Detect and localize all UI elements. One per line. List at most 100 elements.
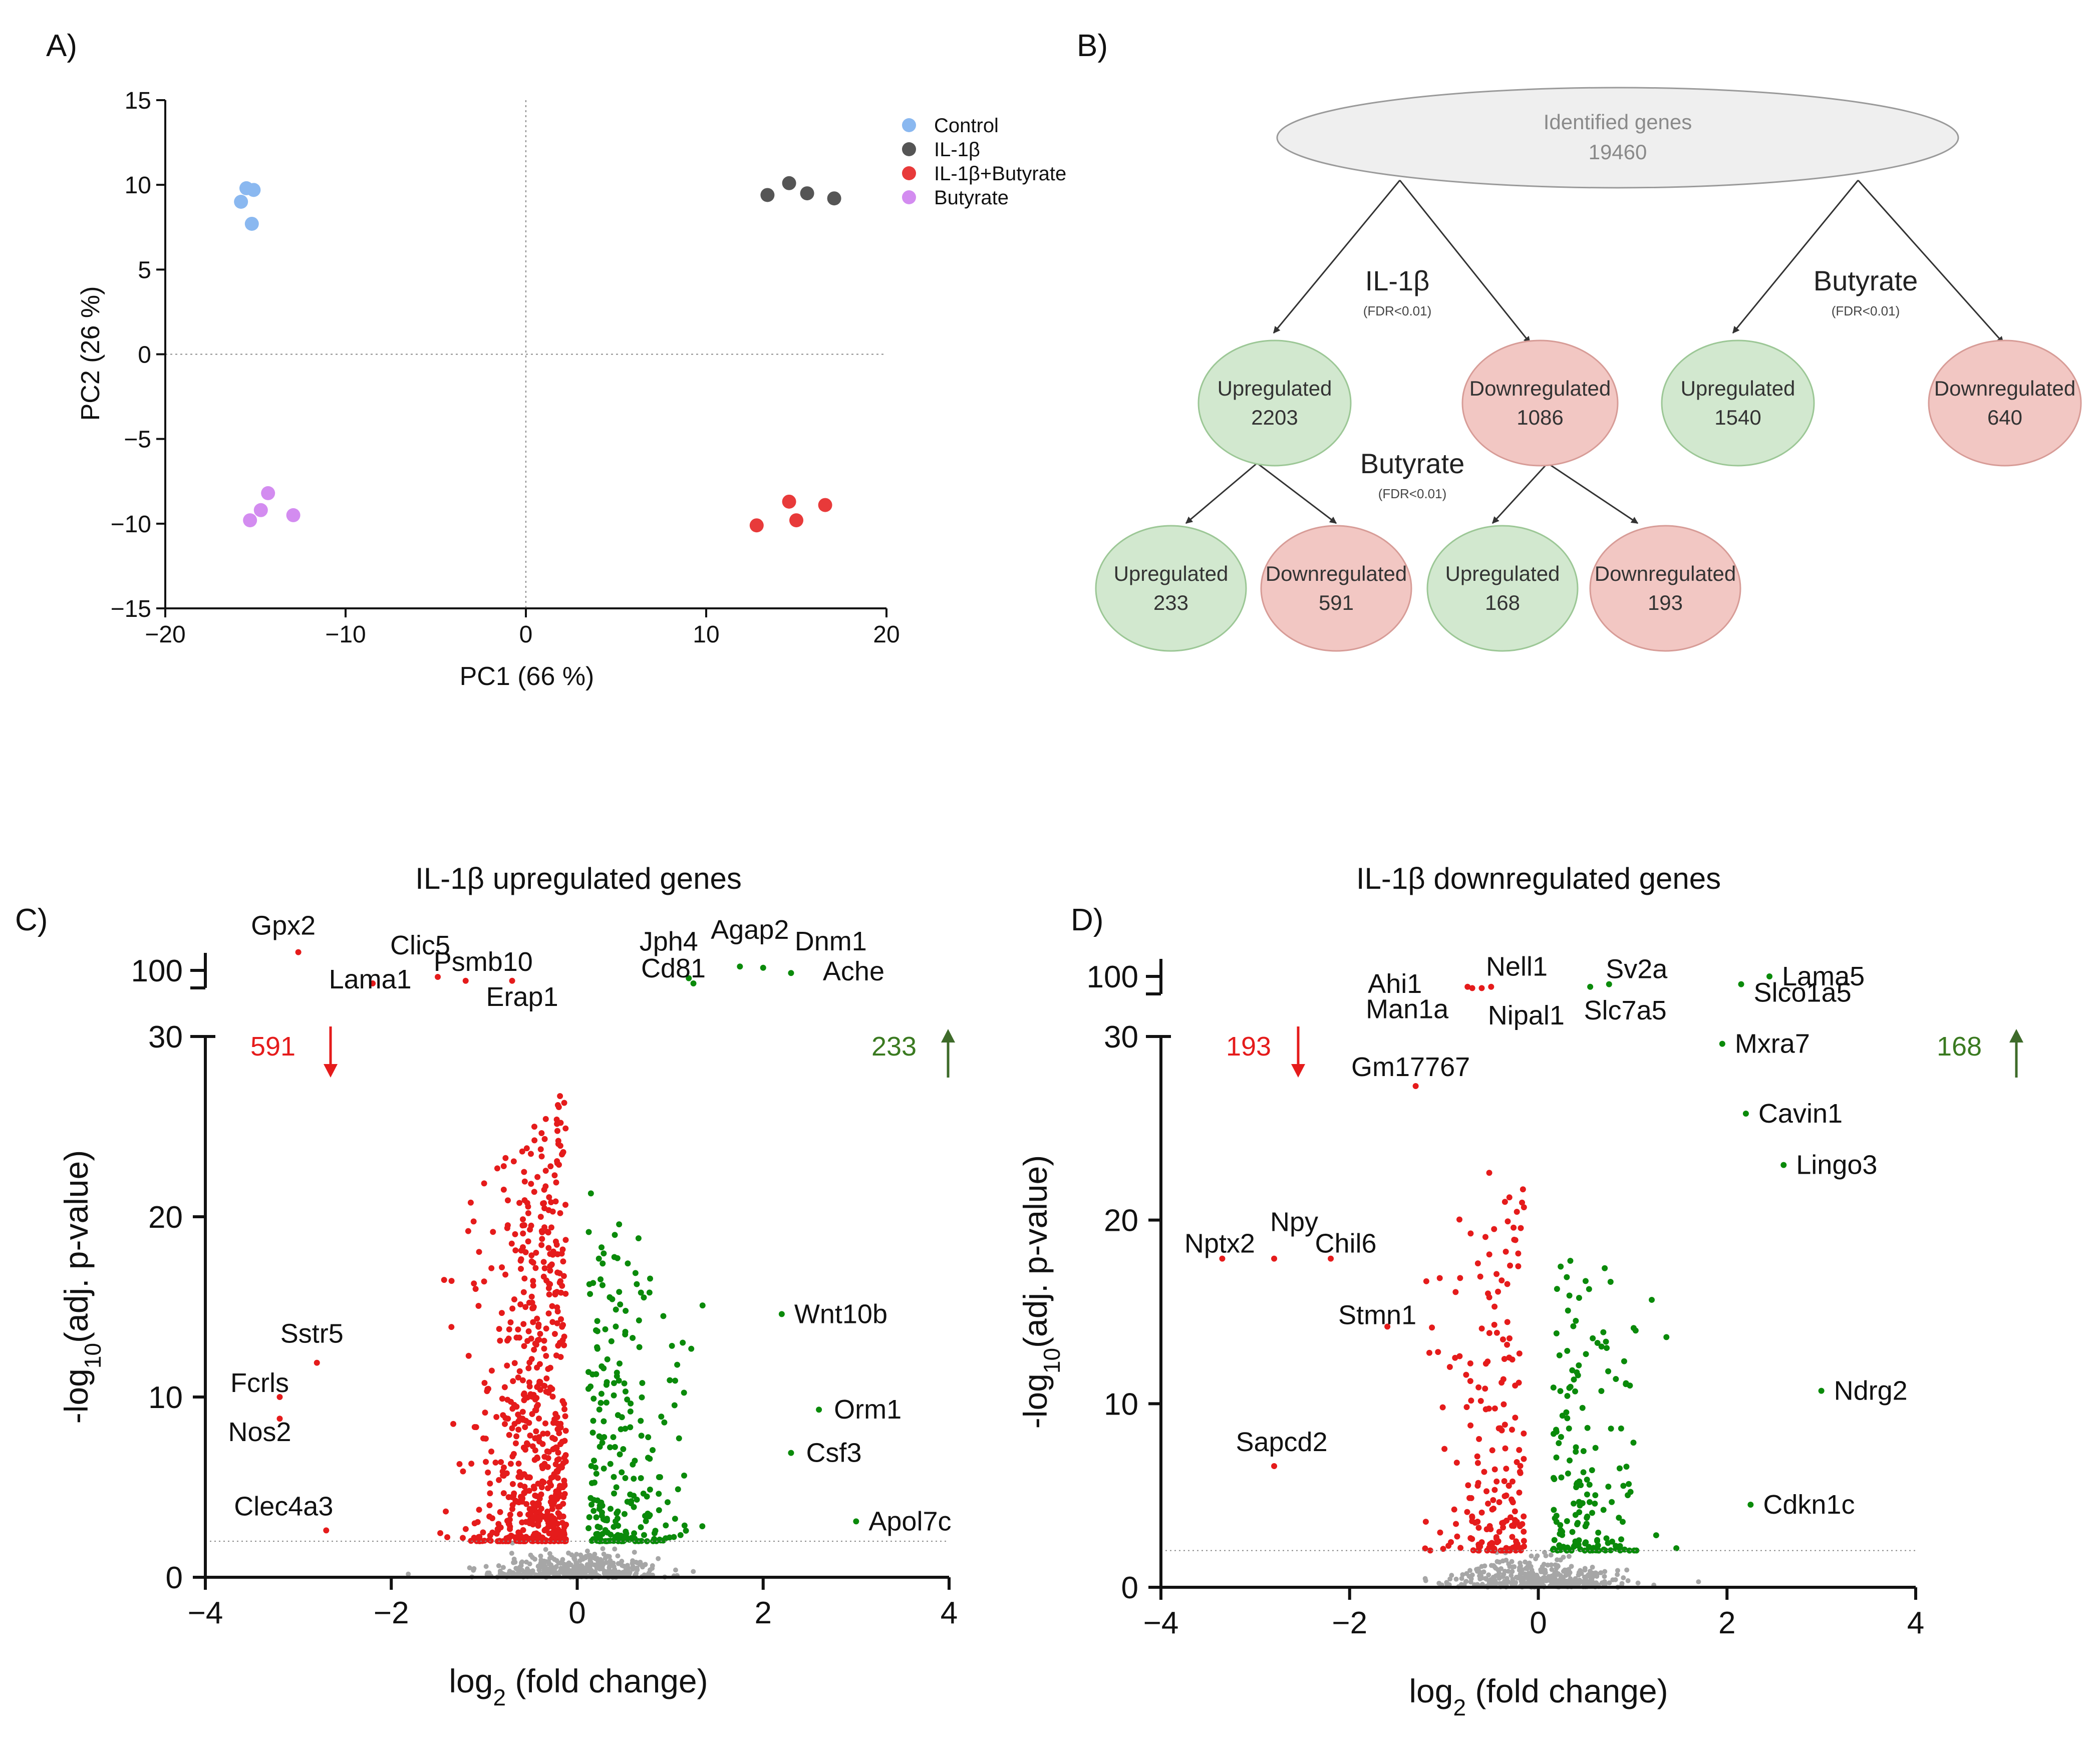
node-but-down-ellipse <box>1928 339 2082 467</box>
vc-down-point <box>561 1531 567 1538</box>
vc-down-point <box>497 1337 503 1344</box>
vd-up-point <box>1566 1292 1573 1299</box>
vd-down-point <box>1476 1436 1482 1442</box>
vc-up-point <box>699 1302 706 1309</box>
vd-ns-point <box>1518 1563 1523 1569</box>
vc-down-point <box>494 1538 501 1544</box>
vd-labeled-point <box>1738 981 1744 987</box>
node-up-down-label: Downregulated <box>1266 562 1407 585</box>
volcano-down-up-count: 168 <box>1937 1031 1982 1062</box>
vd-down-point <box>1475 1480 1481 1486</box>
vc-down-point <box>521 1397 527 1404</box>
vd-down-point <box>1422 1545 1428 1552</box>
vc-up-point <box>591 1457 597 1464</box>
vd-up-point <box>1569 1529 1576 1535</box>
vd-up-point <box>1653 1532 1659 1539</box>
vc-up-point <box>674 1361 681 1368</box>
vd-ns-point <box>1490 1575 1496 1580</box>
vc-ns-point <box>532 1556 538 1562</box>
il1b-fdr-label: (FDR<0.01) <box>1363 303 1432 318</box>
axis-label-part: (fold change) <box>1466 1672 1668 1709</box>
vd-up-point <box>1565 1307 1571 1314</box>
vd-down-point <box>1506 1335 1513 1341</box>
vc-down-point <box>545 1485 551 1492</box>
vc-ns-point <box>601 1551 607 1557</box>
vd-down-point <box>1451 1506 1457 1513</box>
vd-up-point <box>1621 1358 1627 1364</box>
vd-up-point <box>1663 1334 1670 1340</box>
vd-ns-point <box>1492 1580 1497 1586</box>
vc-up-point <box>588 1463 594 1469</box>
vc-down-point <box>522 1447 528 1453</box>
vc-ns-point <box>615 1553 621 1559</box>
vd-down-point <box>1477 1398 1484 1404</box>
vd-up-point <box>1590 1335 1596 1341</box>
vd-down-point <box>1483 1488 1490 1495</box>
vd-down-point <box>1516 1447 1523 1453</box>
vc-down-point <box>521 1178 528 1185</box>
vc-up-point <box>598 1499 605 1506</box>
vc-down-point <box>549 1303 555 1309</box>
vd-down-point <box>1489 1447 1495 1454</box>
vd-gene-label: Stmn1 <box>1338 1300 1416 1330</box>
vc-down-point <box>503 1536 510 1542</box>
vc-down-point <box>525 1238 531 1245</box>
vc-down-point <box>536 1495 543 1502</box>
vd-up-point <box>1567 1383 1574 1390</box>
vd-ns-point <box>1558 1557 1563 1563</box>
vc-up-point <box>680 1339 686 1346</box>
vc-up-point <box>622 1426 629 1432</box>
vc-ns-point <box>592 1556 598 1561</box>
node-il1b-up-count: 2203 <box>1251 406 1298 429</box>
vc-ns-point <box>601 1562 606 1567</box>
vc-ns-point <box>620 1563 625 1568</box>
vd-up-point <box>1573 1542 1580 1549</box>
vd-down-point <box>1519 1199 1526 1206</box>
vc-down-point <box>476 1507 482 1513</box>
node-but-up-ellipse <box>1661 339 1815 467</box>
vc-down-point <box>509 1481 516 1487</box>
pca-legend-label: Control <box>934 115 999 137</box>
vd-ns-point <box>1436 1580 1442 1586</box>
vc-down-point <box>524 1440 530 1447</box>
vd-up-point <box>1551 1537 1558 1543</box>
vc-up-point <box>587 1291 593 1297</box>
volcano-up-down-count: 591 <box>250 1031 295 1062</box>
vc-up-point <box>603 1400 610 1406</box>
volcano-down-gene-labels: Ahi1 Nell1 Man1a Nipal1 Gm17767 Sv2a Slc7a5 Lam… <box>1184 951 1908 1520</box>
vc-up-point <box>611 1380 617 1386</box>
vd-ns-point <box>1534 1573 1540 1578</box>
vc-gene-label: Csf3 <box>806 1438 861 1468</box>
vd-up-point <box>1613 1376 1619 1382</box>
vc-up-point <box>611 1254 618 1260</box>
vc-down-arrow-head <box>324 1064 338 1078</box>
vc-up-point <box>639 1379 646 1386</box>
vc-down-point <box>533 1404 540 1410</box>
vc-down-point <box>465 1352 472 1359</box>
vc-labeled-point <box>462 977 469 984</box>
vc-up-point <box>672 1377 679 1384</box>
vc-down-point <box>531 1124 537 1130</box>
vd-down-point <box>1491 1321 1497 1328</box>
vc-up-point <box>611 1524 617 1530</box>
vd-ns-point <box>1496 1559 1502 1565</box>
vd-up-point <box>1579 1405 1586 1411</box>
vc-down-point <box>526 1420 532 1426</box>
vc-down-point <box>556 1486 562 1492</box>
pca-point <box>782 176 796 190</box>
vd-up-point <box>1558 1263 1564 1270</box>
vc-labeled-point <box>314 1359 320 1366</box>
vc-up-point <box>636 1317 642 1323</box>
vd-up-point <box>1626 1547 1633 1554</box>
vc-gene-label: Cd81 <box>641 953 706 983</box>
vd-x-tick-label: −2 <box>1332 1606 1367 1640</box>
vd-down-point <box>1457 1275 1463 1281</box>
vc-up-point <box>645 1434 652 1441</box>
vc-up-point <box>588 1480 595 1486</box>
volcano-up-ylabel: -log10(adj. p-value) <box>58 1150 106 1424</box>
vc-up-point <box>610 1434 617 1441</box>
vd-down-point <box>1519 1521 1526 1527</box>
vc-down-point <box>511 1402 517 1408</box>
vc-down-point <box>554 1269 561 1276</box>
